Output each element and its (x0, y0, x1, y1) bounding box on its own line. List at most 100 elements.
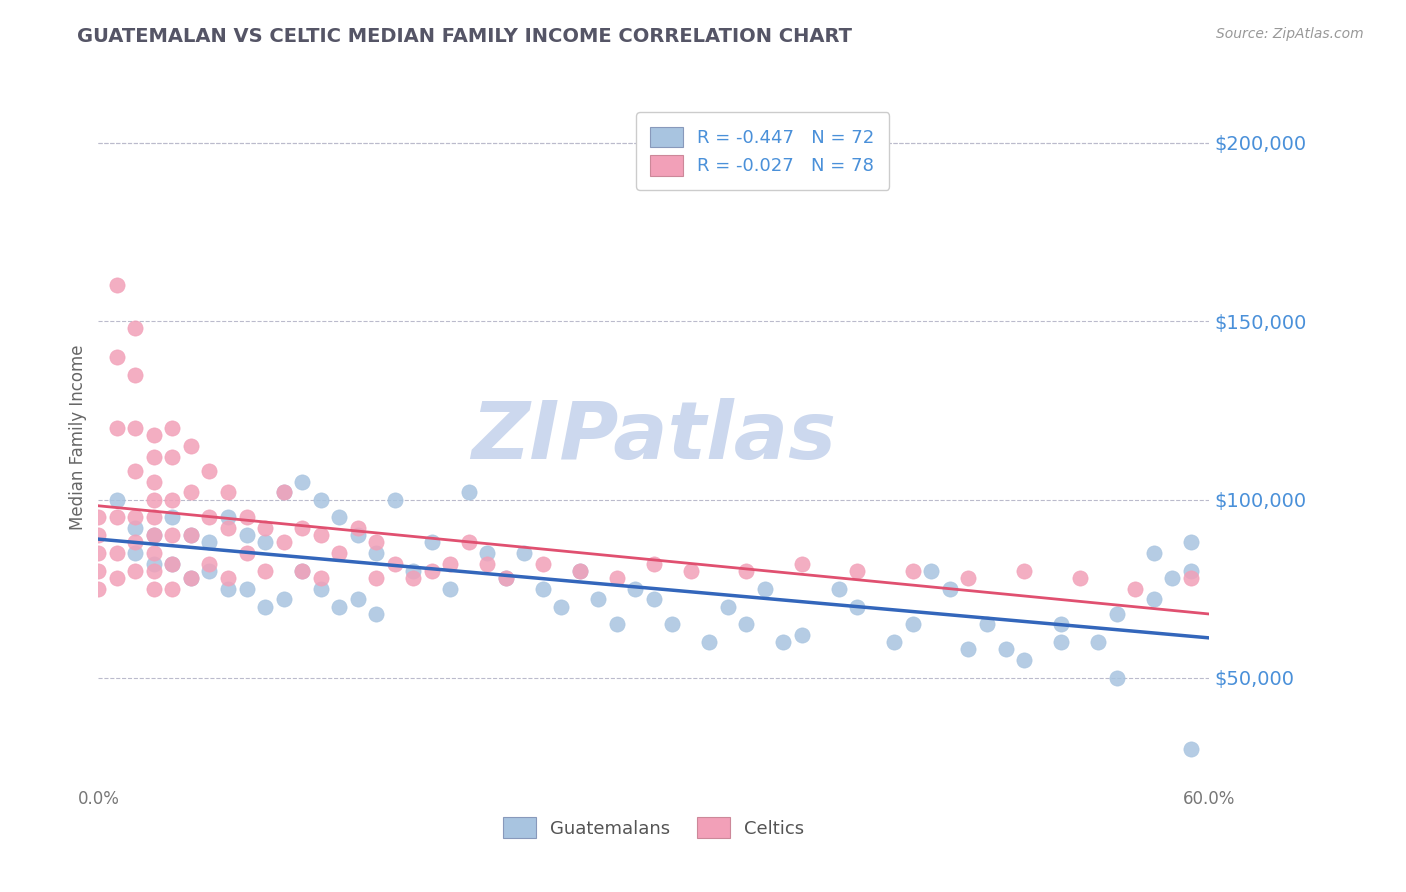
Point (643, 557, 665, 571)
Point (606, 571, 628, 585)
Point (828, 582, 851, 596)
Point (921, 564, 943, 578)
Point (1180, 742, 1202, 756)
Point (105, 350, 128, 364)
Point (253, 521, 276, 535)
Point (717, 599, 740, 614)
Point (957, 642, 980, 657)
Point (291, 475, 314, 489)
Point (1105, 671, 1128, 685)
Point (439, 582, 461, 596)
Point (291, 564, 314, 578)
Point (1180, 571, 1202, 585)
Point (346, 592, 368, 607)
Point (253, 535, 276, 549)
Text: GUATEMALAN VS CELTIC MEDIAN FAMILY INCOME CORRELATION CHART: GUATEMALAN VS CELTIC MEDIAN FAMILY INCOM… (77, 27, 852, 45)
Point (273, 485, 295, 500)
Point (162, 557, 184, 571)
Point (87, 510, 110, 524)
Point (180, 571, 202, 585)
Point (105, 510, 128, 524)
Point (994, 642, 1017, 657)
Point (495, 571, 517, 585)
Point (143, 557, 166, 571)
Point (366, 546, 388, 560)
Point (235, 582, 257, 596)
Point (124, 321, 146, 335)
Point (366, 535, 388, 549)
Point (217, 485, 239, 500)
Point (87, 546, 110, 560)
Point (1143, 592, 1166, 607)
Point (457, 535, 479, 549)
Point (253, 564, 276, 578)
Point (143, 546, 166, 560)
Point (217, 521, 239, 535)
Point (531, 582, 554, 596)
Point (162, 582, 184, 596)
Point (235, 510, 257, 524)
Point (162, 510, 184, 524)
Point (402, 564, 425, 578)
Point (198, 535, 221, 549)
Point (124, 564, 146, 578)
Point (273, 485, 295, 500)
Point (1123, 582, 1146, 596)
Point (143, 510, 166, 524)
Point (1105, 607, 1128, 621)
Point (124, 368, 146, 382)
Point (124, 521, 146, 535)
Point (366, 607, 388, 621)
Point (309, 492, 332, 507)
Point (568, 564, 591, 578)
Point (105, 571, 128, 585)
Point (105, 492, 128, 507)
Point (198, 564, 221, 578)
Point (162, 528, 184, 542)
Point (606, 617, 628, 632)
Point (162, 492, 184, 507)
Point (180, 528, 202, 542)
Point (513, 546, 536, 560)
Point (291, 521, 314, 535)
Point (162, 421, 184, 435)
Point (901, 564, 924, 578)
Point (309, 528, 332, 542)
Point (198, 557, 221, 571)
Point (309, 571, 332, 585)
Point (1012, 653, 1035, 667)
Point (624, 582, 647, 596)
Point (1012, 564, 1035, 578)
Point (143, 450, 166, 464)
Point (328, 546, 350, 560)
Point (661, 617, 683, 632)
Text: Source: ZipAtlas.com: Source: ZipAtlas.com (1216, 27, 1364, 41)
Point (550, 599, 572, 614)
Legend: Guatemalans, Celtics: Guatemalans, Celtics (496, 810, 811, 846)
Point (124, 510, 146, 524)
Point (162, 557, 184, 571)
Point (754, 582, 776, 596)
Point (1180, 535, 1202, 549)
Point (1069, 571, 1091, 585)
Point (346, 528, 368, 542)
Point (198, 464, 221, 478)
Point (568, 564, 591, 578)
Point (180, 439, 202, 453)
Point (143, 564, 166, 578)
Point (475, 546, 499, 560)
Point (699, 635, 721, 649)
Point (309, 582, 332, 596)
Point (291, 564, 314, 578)
Point (235, 546, 257, 560)
Point (162, 450, 184, 464)
Point (735, 617, 758, 632)
Point (124, 464, 146, 478)
Point (273, 592, 295, 607)
Point (883, 635, 905, 649)
Point (143, 582, 166, 596)
Point (1180, 564, 1202, 578)
Point (1050, 635, 1073, 649)
Point (217, 582, 239, 596)
Point (1161, 571, 1184, 585)
